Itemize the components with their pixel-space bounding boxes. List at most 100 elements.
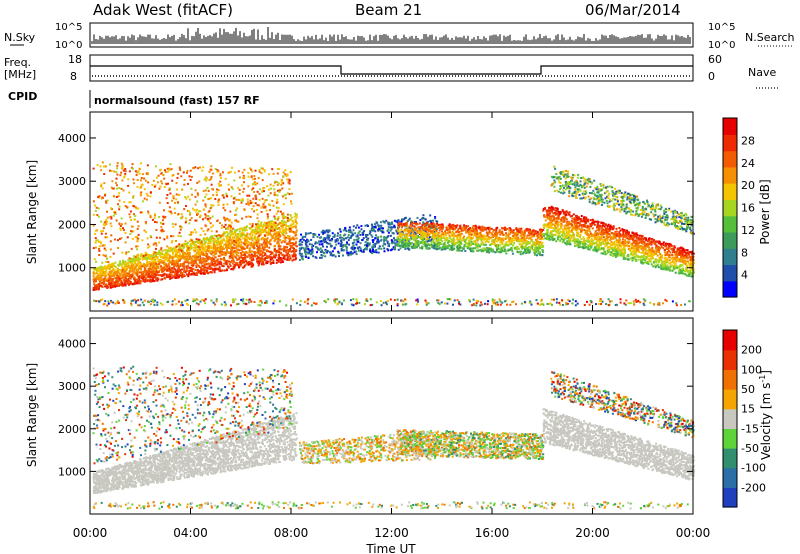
power-cell [412,231,415,234]
power-cell [239,227,241,230]
power-cell [105,260,108,263]
power-cell [424,222,426,225]
power-cell [244,251,247,254]
power-cell [291,219,294,222]
power-cell [102,283,105,286]
power-cell [195,255,198,257]
power-cell [128,277,131,280]
power-cell [192,240,195,243]
power-cell [269,238,272,241]
power-cell [298,247,301,250]
power-cell [376,221,379,224]
power-cell [158,249,161,252]
power-cell [378,245,381,248]
power-cell [284,230,287,233]
power-cell [444,239,447,242]
power-cell [178,243,181,246]
power-cell [100,169,103,172]
power-cell [218,251,221,253]
power-cell [230,254,233,257]
power-cell [134,272,137,274]
power-cell [267,194,270,197]
power-cell [189,244,192,247]
power-cell [451,240,454,243]
power-cell [184,196,187,199]
power-cell [161,182,163,185]
power-cell [436,224,439,227]
power-cell [153,259,156,262]
power-cell [451,241,454,244]
power-cell [121,267,124,270]
power-cell [143,276,146,279]
power-cell [309,249,312,252]
power-cell [255,241,258,244]
power-cell [366,244,368,247]
power-cell [169,250,172,253]
power-cell [372,248,374,251]
power-cell [259,251,262,254]
power-cell [298,243,301,246]
power-cell [295,231,298,234]
power-cell [231,256,234,259]
power-cell [290,202,293,205]
power-cell [238,176,241,179]
power-cell [239,245,242,248]
power-cell [286,178,289,181]
power-cell [123,229,125,232]
power-cell [120,269,123,272]
power-cell [104,236,107,239]
power-cell [172,195,175,198]
power-cell [246,198,249,201]
power-cell [210,249,213,252]
power-cell [249,257,252,260]
power-cell [184,255,187,258]
power-cell [189,219,192,222]
power-cell [215,241,218,244]
power-cell [337,232,339,235]
power-cell [200,242,203,245]
power-cell [345,247,348,250]
power-cell [110,170,113,173]
power-cell [234,238,237,241]
power-cell [139,192,142,195]
power-cell [200,252,203,255]
power-cell [204,196,207,199]
power-cell [134,281,137,284]
power-cell [267,215,269,218]
power-cell [230,256,233,259]
power-cell [140,191,143,194]
power-cell [116,272,118,275]
power-cell [277,217,280,220]
power-cell [199,255,202,258]
power-cell [429,220,432,222]
power-cell [107,273,110,276]
power-cell [419,219,422,222]
power-cell [242,254,245,256]
power-cell [156,256,159,258]
power-cell [228,223,230,226]
power-cell [258,170,261,173]
power-cell [288,255,291,258]
power-cell [119,224,122,227]
power-cell [227,232,230,235]
power-cell [130,265,133,268]
power-cell [210,226,213,229]
power-cell [393,219,396,222]
power-cell [121,165,124,168]
power-cell [287,255,290,258]
power-cell [251,246,254,249]
power-cell [248,248,251,251]
power-cell [125,253,128,256]
power-cell [229,242,232,245]
power-cell [356,224,359,227]
power-cell [430,225,433,228]
power-cell [142,255,145,258]
power-cell [102,278,105,281]
power-cell [281,261,284,263]
power-cell [233,247,236,250]
power-cell [265,250,268,253]
power-cell [105,269,108,271]
power-cell [139,263,142,266]
power-cell [334,240,337,243]
power-cell [466,237,469,239]
